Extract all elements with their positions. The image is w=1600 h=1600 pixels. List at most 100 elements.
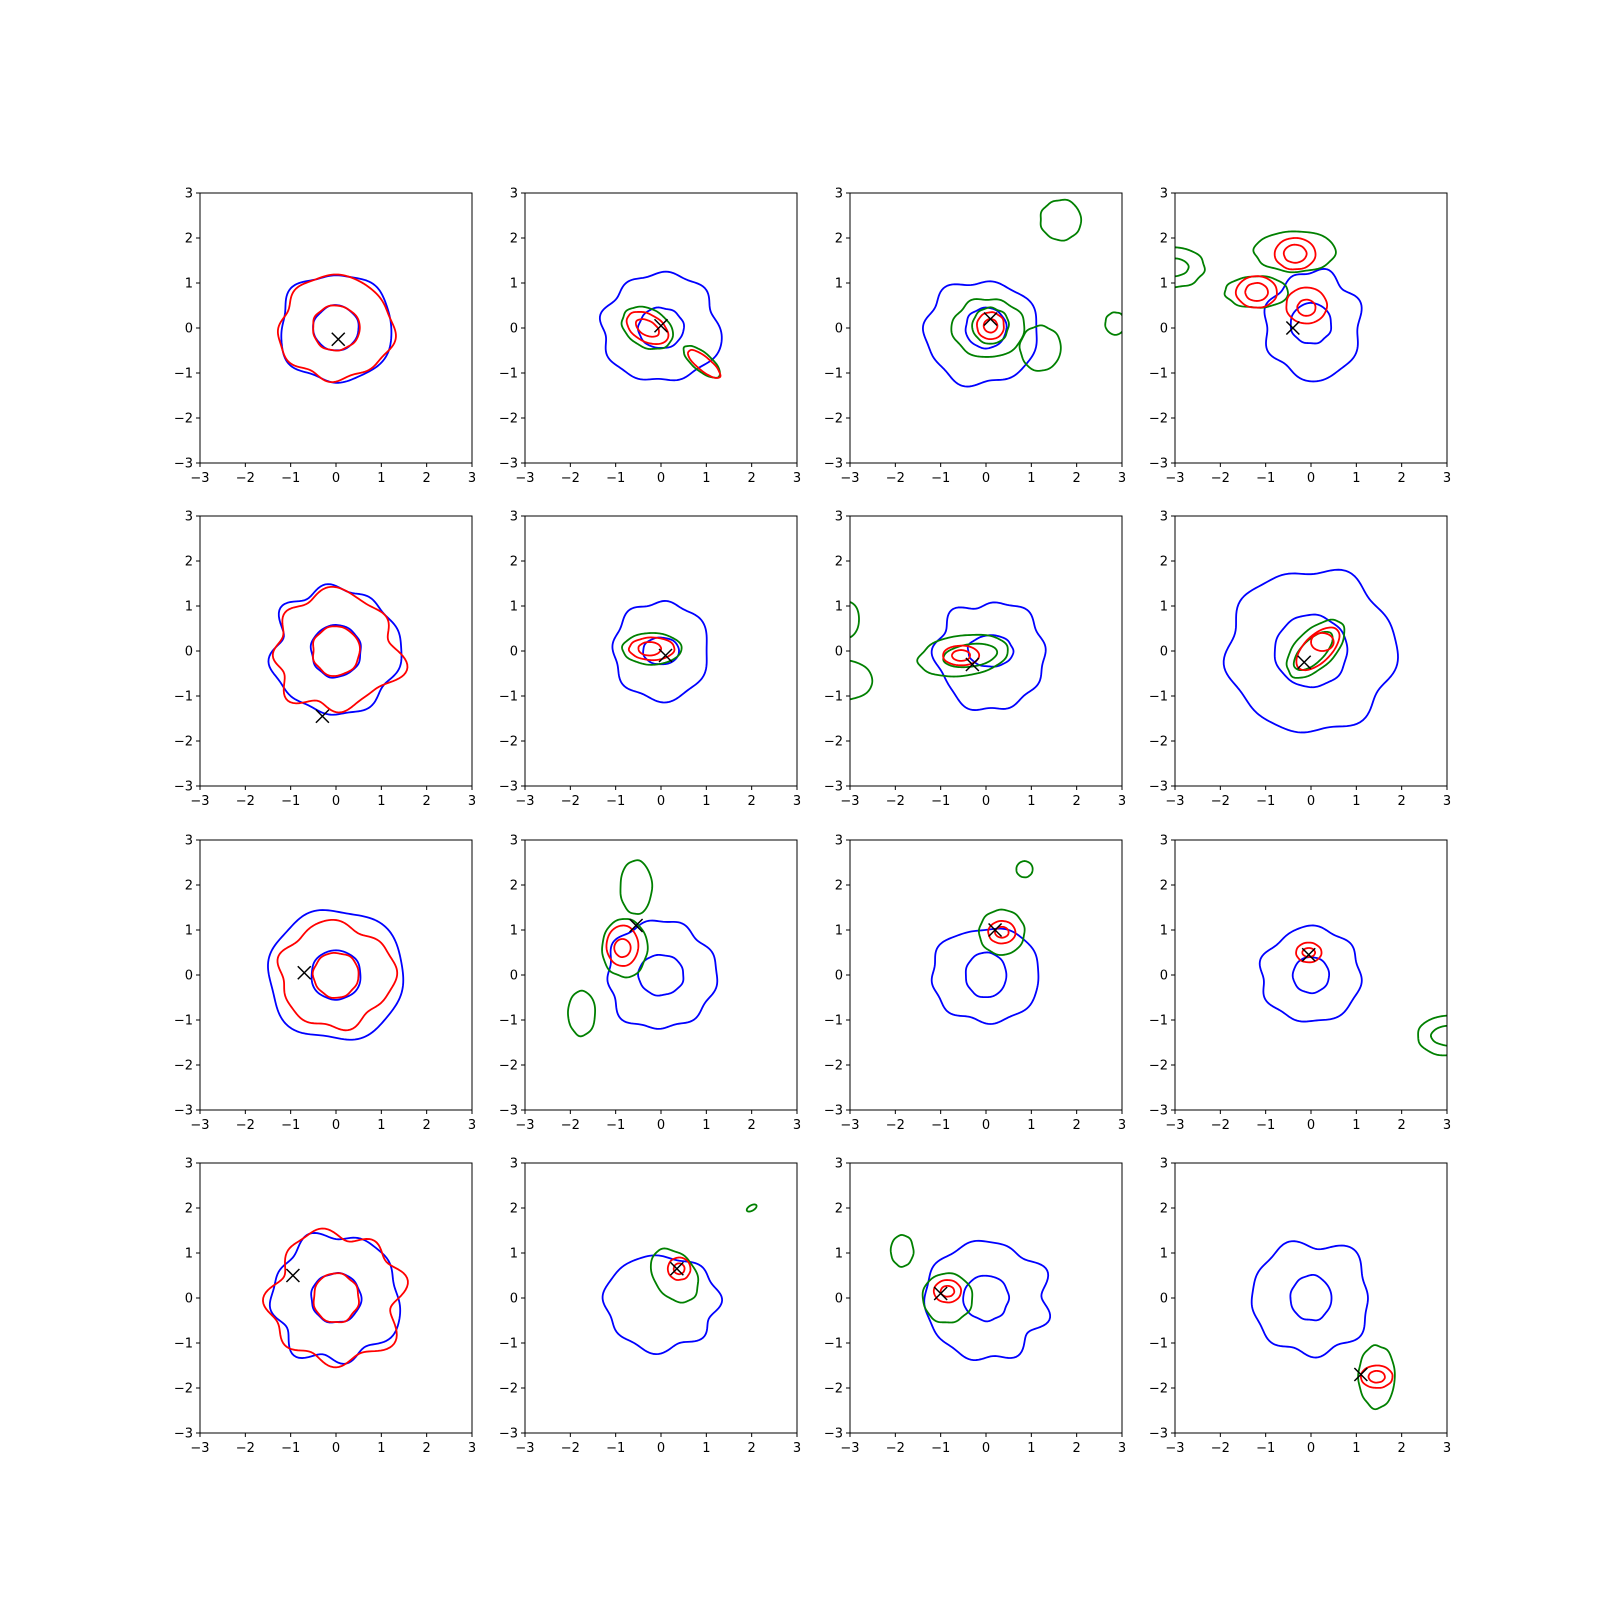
contour-group [1258, 924, 1447, 1057]
green-contour-line [649, 1247, 700, 1304]
x-tick-label: 0 [982, 471, 990, 486]
red-contour-line [1234, 275, 1278, 309]
blue-contour-line [922, 280, 1038, 388]
y-tick-label: −1 [499, 1014, 518, 1029]
red-contour-line [635, 318, 660, 338]
x-tick-label: 1 [1027, 471, 1035, 486]
axes-frame [199, 515, 473, 787]
y-tick-label: 0 [185, 322, 193, 337]
y-tick-label: −1 [499, 1337, 518, 1352]
green-contour-line [567, 989, 596, 1038]
x-marker [629, 918, 644, 933]
subplot-1-3: −3 −2 −1 0 1 2 3 −3 −2 −1 0 1 2 3 [824, 187, 1126, 487]
y-tick-label: −2 [174, 412, 193, 427]
x-tick-label: 0 [332, 1118, 340, 1133]
y-tick-label: 3 [1160, 187, 1168, 202]
x-tick-label: −3 [840, 1441, 859, 1456]
x-tick-label: 2 [748, 794, 756, 809]
x-tick-label: 2 [1073, 1118, 1081, 1133]
x-tick-label: −3 [515, 1441, 534, 1456]
y-tick-label: −1 [174, 1337, 193, 1352]
y-tick-label: −2 [1149, 1059, 1168, 1074]
y-tick-label: 0 [835, 969, 843, 984]
y-tick-label: 0 [510, 322, 518, 337]
x-tick-label: −2 [236, 1441, 255, 1456]
blue-contour-line [1250, 1240, 1369, 1359]
y-tick-label: 0 [185, 969, 193, 984]
x-tick-label: 2 [1073, 1441, 1081, 1456]
y-tick-label: −1 [1149, 1337, 1168, 1352]
y-tick-label: 1 [1160, 277, 1168, 292]
red-contour-line [1359, 1364, 1394, 1389]
blue-contour-line [268, 1232, 402, 1365]
axes-frame [199, 1162, 473, 1434]
y-tick-label: −2 [824, 735, 843, 750]
x-tick-label: −1 [1256, 1118, 1275, 1133]
green-contour-line [1104, 311, 1122, 336]
green-contour-line [1430, 1024, 1447, 1047]
blue-contour-line [966, 634, 1015, 668]
x-tick-label: −2 [886, 471, 905, 486]
x-tick-label: −3 [840, 1118, 859, 1133]
y-tick-label: 3 [835, 1157, 843, 1172]
green-contour-line [1015, 860, 1034, 879]
x-tick-label: 0 [657, 794, 665, 809]
red-contour-line [312, 625, 361, 677]
y-tick-label: 1 [1160, 1247, 1168, 1262]
x-tick-label: 1 [377, 471, 385, 486]
x-marker [1301, 947, 1316, 962]
y-tick-label: −1 [174, 690, 193, 705]
red-contour-line [939, 1285, 956, 1298]
green-contour-line [850, 601, 860, 639]
red-contour-line [1296, 298, 1317, 317]
y-tick-label: −2 [824, 412, 843, 427]
red-contour-line [312, 304, 361, 352]
y-tick-label: −2 [499, 412, 518, 427]
x-tick-label: −1 [1256, 471, 1275, 486]
y-tick-label: 1 [1160, 924, 1168, 939]
x-tick-label: −1 [1256, 1441, 1275, 1456]
axes-frame [849, 192, 1123, 464]
y-tick-label: −2 [1149, 1382, 1168, 1397]
x-tick-label: −3 [190, 1118, 209, 1133]
x-tick-label: 0 [1307, 1118, 1315, 1133]
x-tick-label: 3 [1118, 471, 1126, 486]
y-tick-label: 0 [1160, 322, 1168, 337]
y-tick-label: −3 [1149, 780, 1168, 795]
axes-frame [849, 1162, 1123, 1434]
subplot-2-3: −3 −2 −1 0 1 2 3 −3 −2 −1 0 1 2 3 [824, 510, 1126, 810]
y-tick-label: −1 [824, 367, 843, 382]
x-tick-label: −2 [561, 471, 580, 486]
x-tick-label: −3 [515, 471, 534, 486]
y-tick-label: −3 [824, 1427, 843, 1442]
y-tick-label: −2 [824, 1059, 843, 1074]
y-tick-label: −3 [174, 1104, 193, 1119]
blue-contour-line [637, 953, 685, 997]
x-tick-label: −1 [606, 1118, 625, 1133]
x-tick-label: 1 [702, 471, 710, 486]
red-contour-line [637, 641, 663, 657]
x-tick-label: −3 [190, 471, 209, 486]
x-tick-label: −1 [931, 1118, 950, 1133]
y-tick-label: 1 [185, 1247, 193, 1262]
blue-contour-line [280, 274, 393, 384]
y-tick-label: 2 [185, 555, 193, 570]
x-tick-label: 2 [1073, 794, 1081, 809]
y-tick-label: 0 [510, 645, 518, 660]
green-contour-line [950, 298, 1026, 358]
y-tick-label: −3 [174, 780, 193, 795]
subplot-2-1: −3 −2 −1 0 1 2 3 −3 −2 −1 0 1 2 3 [174, 510, 476, 810]
y-tick-label: −2 [499, 735, 518, 750]
y-tick-label: −2 [174, 1382, 193, 1397]
blue-contour-line [1258, 924, 1363, 1023]
x-tick-label: −2 [1211, 794, 1230, 809]
red-contour-line [994, 925, 1010, 939]
x-tick-label: −1 [931, 471, 950, 486]
axes-frame [524, 839, 798, 1111]
x-tick-label: 1 [1352, 471, 1360, 486]
red-contour-line [1295, 941, 1323, 964]
contour-group [922, 198, 1122, 388]
green-contour-line [889, 1234, 915, 1268]
contour-group [276, 273, 397, 384]
